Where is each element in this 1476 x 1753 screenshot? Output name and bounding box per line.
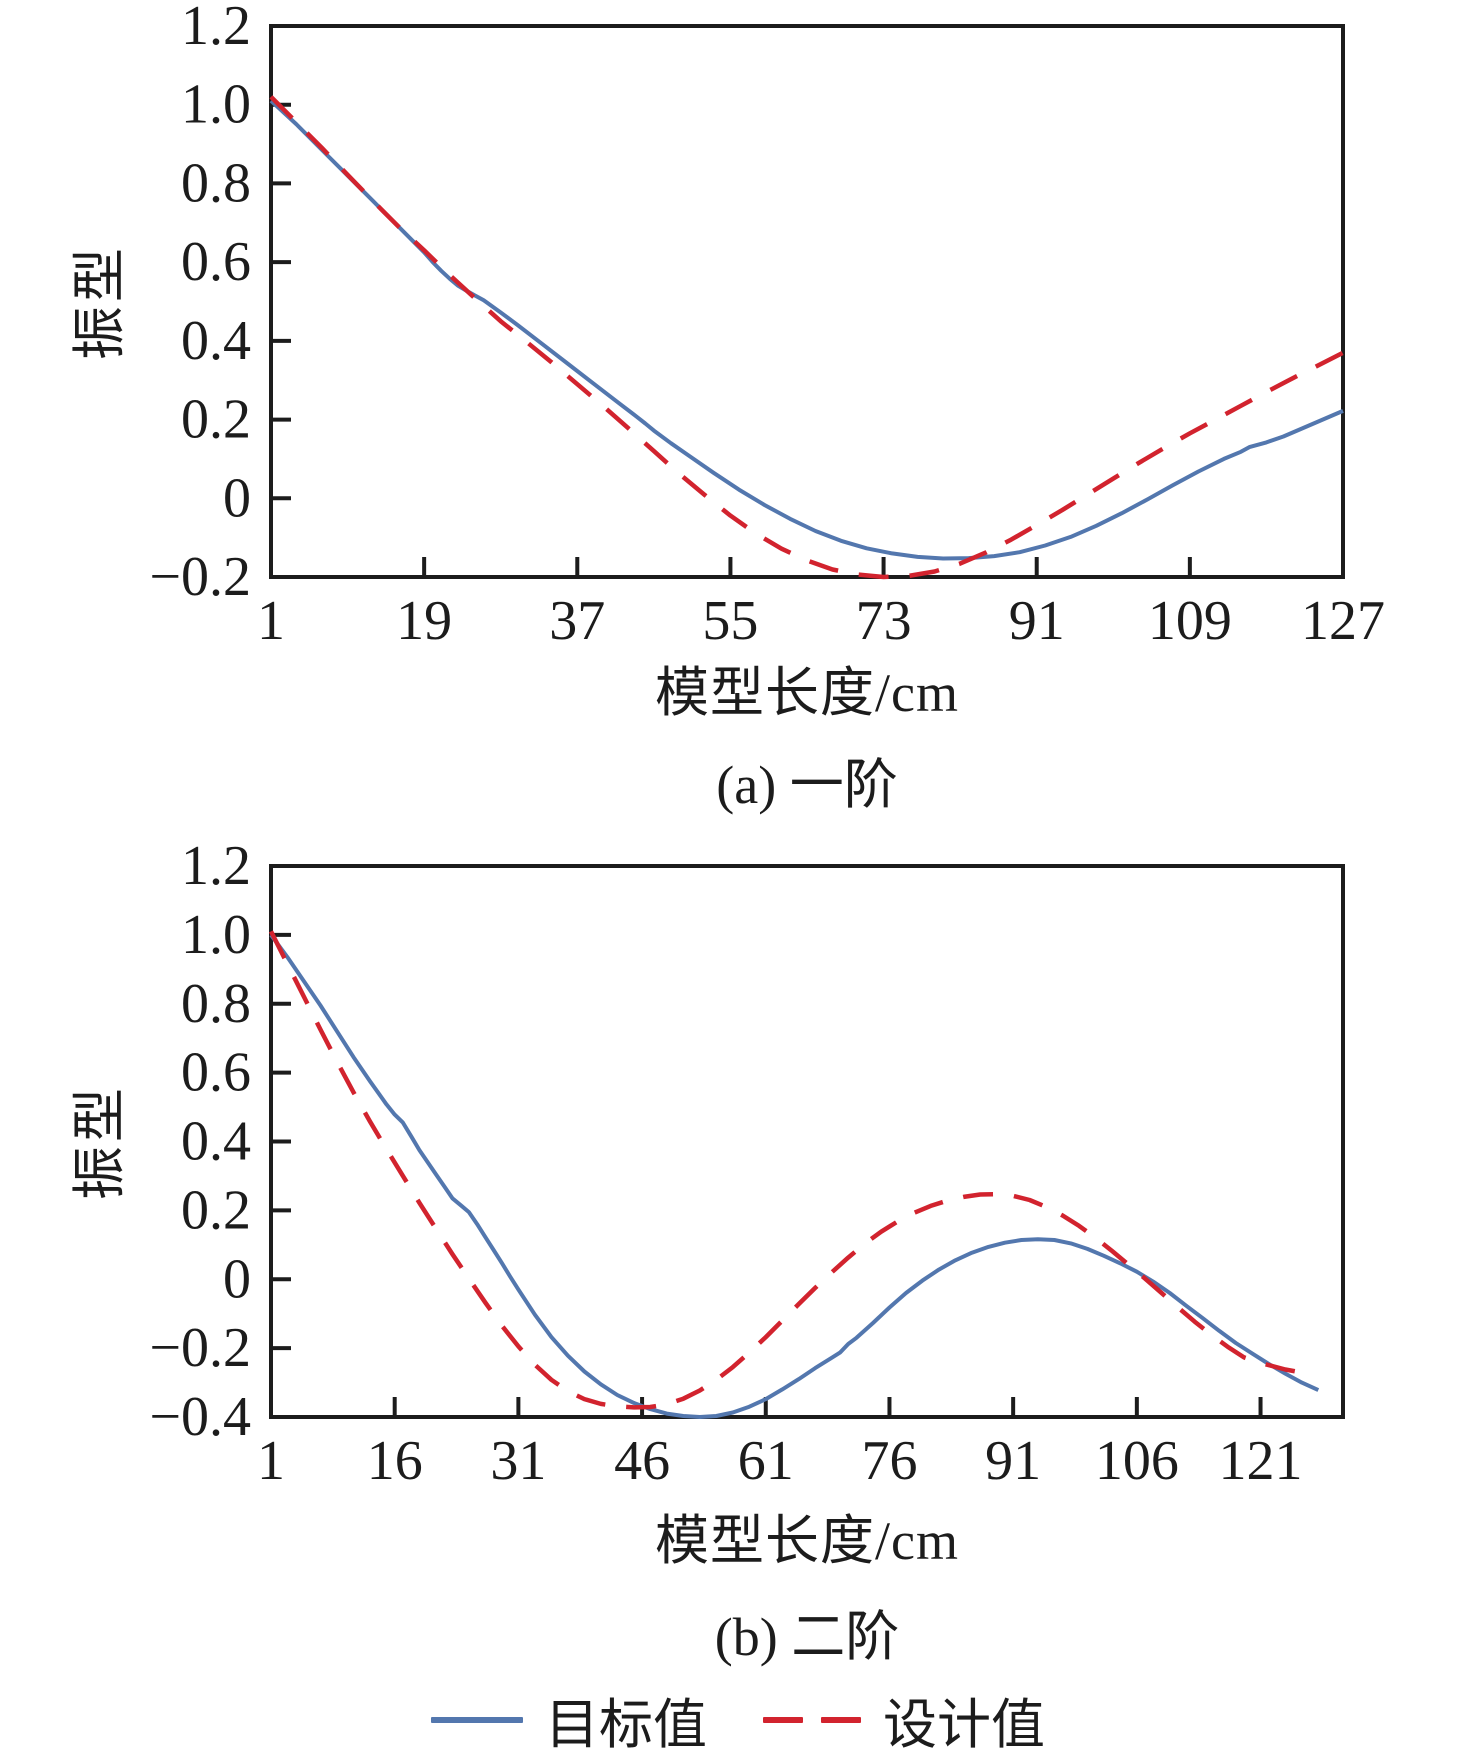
y-tick-label: 1.2 bbox=[181, 840, 251, 897]
chart-b-y-axis-label: 振型 bbox=[70, 1084, 130, 1200]
target-series-line bbox=[269, 99, 1344, 561]
chart-b-canvas: 1 16 31 46 61 76 91 106 121 1.2 1.0 0.8 0.6 0.40.2 0 −0… bbox=[149, 840, 1345, 1488]
plot-border bbox=[269, 24, 1345, 579]
solid-line-icon bbox=[431, 1716, 523, 1723]
legend-target-entry: 目标值 bbox=[431, 1680, 707, 1753]
x-tick-label: 106 bbox=[1095, 1430, 1179, 1488]
legend-design-label: 设计值 bbox=[883, 1695, 1045, 1753]
x-tick-label: 109 bbox=[1148, 590, 1232, 648]
target-series-line bbox=[269, 933, 1320, 1419]
y-tick-label: 0.6 bbox=[181, 231, 251, 293]
chart-a-canvas: 1 19 37 55 73 91 109 127 1.2 1.0 0.8 0.6 0.4 0.2 0 −0.2 bbox=[149, 0, 1385, 648]
x-tick-label: 55 bbox=[702, 590, 758, 648]
legend: 目标值 设计值 bbox=[0, 1680, 1476, 1753]
y-tick-label: 1.0 bbox=[181, 904, 251, 966]
legend-design-line-sample bbox=[763, 1716, 861, 1723]
chart-b-caption: (b) 二阶 bbox=[714, 1607, 900, 1667]
x-tick-label: 1 bbox=[257, 590, 285, 648]
x-tick-label: 31 bbox=[490, 1430, 546, 1488]
x-tick-label: 19 bbox=[396, 590, 452, 648]
y-tick-label: 0.4 bbox=[181, 310, 251, 372]
chart-a-x-axis-label: 模型长度/cm bbox=[655, 663, 959, 723]
chart-a-y-axis-label: 振型 bbox=[70, 244, 130, 360]
design-series-line bbox=[269, 95, 1345, 580]
x-tick-label: 1 bbox=[257, 1430, 285, 1488]
y-tick-label: 0.6 bbox=[181, 1042, 251, 1104]
plot-border bbox=[269, 864, 1345, 1419]
y-tick-label: −0.2 bbox=[149, 546, 251, 608]
y-tick-label: 0.4 bbox=[181, 1111, 251, 1173]
legend-target-line-sample bbox=[431, 1716, 523, 1723]
legend-design-entry: 设计值 bbox=[763, 1680, 1045, 1753]
y-tick-label: −0.2 bbox=[149, 1317, 251, 1379]
x-tick-label: 46 bbox=[614, 1430, 670, 1488]
chart-b-x-axis-label: 模型长度/cm bbox=[655, 1511, 959, 1571]
legend-target-label: 目标值 bbox=[545, 1695, 707, 1753]
x-tick-label: 61 bbox=[738, 1430, 794, 1488]
x-tick-label: 37 bbox=[549, 590, 605, 648]
x-tick-label: 121 bbox=[1219, 1430, 1303, 1488]
y-tick-label: 0.2 bbox=[181, 389, 251, 451]
y-tick-label: 0.8 bbox=[181, 152, 251, 214]
x-tick-label: 76 bbox=[861, 1430, 917, 1488]
design-series-line bbox=[268, 930, 1311, 1410]
y-tick-label: 0.2 bbox=[181, 1179, 251, 1241]
dashed-line-icon bbox=[763, 1716, 803, 1723]
y-tick-label: 1.0 bbox=[181, 74, 251, 136]
dashed-line-icon bbox=[821, 1716, 861, 1723]
y-tick-label: 0 bbox=[223, 1248, 251, 1310]
y-tick-label: 1.2 bbox=[181, 0, 251, 57]
x-tick-label: 73 bbox=[856, 590, 912, 648]
x-tick-label: 127 bbox=[1301, 590, 1385, 648]
x-tick-label: 91 bbox=[985, 1430, 1041, 1488]
y-tick-label: 0.8 bbox=[181, 973, 251, 1035]
y-tick-label: 0 bbox=[223, 467, 251, 529]
y-tick-label: −0.4 bbox=[149, 1386, 251, 1448]
x-tick-label: 16 bbox=[367, 1430, 423, 1488]
chart-a-caption: (a) 一阶 bbox=[716, 755, 898, 815]
x-tick-label: 91 bbox=[1009, 590, 1065, 648]
